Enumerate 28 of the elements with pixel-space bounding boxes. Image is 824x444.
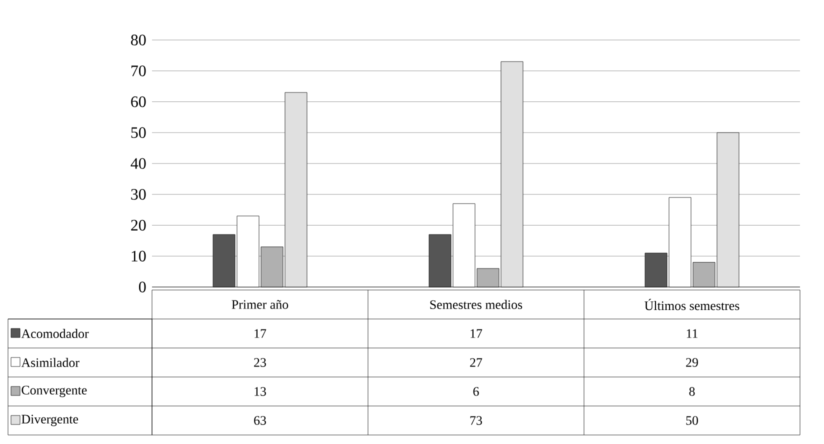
- data-label: 6: [473, 387, 479, 396]
- x-tick-label: Últimos semestres: [644, 298, 740, 310]
- data-label: 73: [470, 416, 482, 425]
- data-label: 23: [254, 358, 266, 367]
- data-label: 11: [686, 329, 698, 338]
- y-tick-label: 30: [131, 189, 146, 200]
- data-label: 50: [686, 416, 698, 425]
- y-tick-label: 0: [139, 282, 146, 292]
- y-tick-label: 20: [131, 220, 146, 231]
- legend-label: Asimilador: [21, 358, 80, 368]
- data-label: 63: [254, 416, 266, 425]
- legend-label: Divergente: [22, 414, 78, 426]
- y-tick-label: 10: [132, 250, 146, 262]
- data-label: 27: [470, 358, 482, 367]
- data-label: 8: [689, 387, 695, 396]
- x-tick-label: Primer año: [232, 300, 288, 309]
- legend-label: Acomodador: [21, 328, 89, 338]
- x-tick-label: Semestres medios: [430, 300, 522, 310]
- y-tick-label: 50: [131, 127, 146, 138]
- data-label: 13: [254, 387, 266, 396]
- data-label: 17: [254, 329, 266, 338]
- data-label: 29: [686, 358, 698, 367]
- y-tick-label: 70: [131, 66, 146, 76]
- y-tick-label: 40: [130, 158, 146, 169]
- legend-label: Convergente: [22, 386, 87, 398]
- y-tick-label: 80: [131, 34, 146, 46]
- y-tick-label: 60: [131, 96, 146, 108]
- data-label: 17: [470, 329, 482, 338]
